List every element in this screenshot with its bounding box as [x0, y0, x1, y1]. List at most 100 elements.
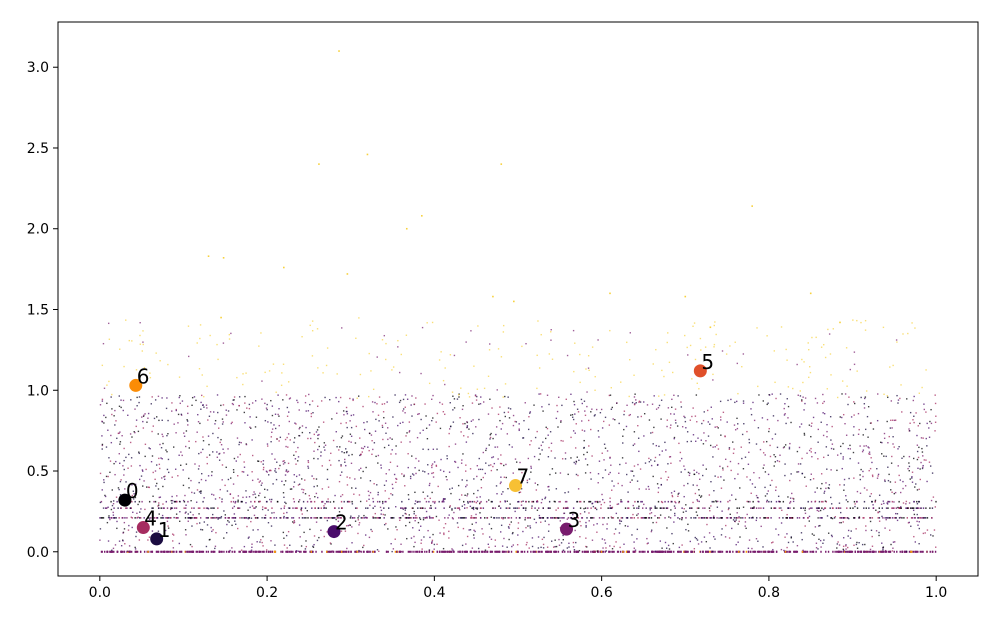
point	[285, 534, 288, 537]
point	[303, 550, 306, 553]
point	[390, 517, 392, 519]
point	[590, 411, 592, 413]
point	[463, 550, 466, 553]
point	[191, 545, 193, 548]
point	[618, 472, 620, 474]
point	[717, 550, 719, 553]
point	[326, 550, 328, 553]
point	[592, 505, 595, 508]
point	[884, 527, 886, 529]
point	[858, 541, 860, 544]
point	[171, 402, 173, 404]
point	[248, 407, 251, 410]
point	[443, 550, 445, 553]
point	[417, 507, 419, 509]
point	[233, 399, 235, 401]
point	[500, 454, 502, 456]
point	[420, 542, 422, 544]
point	[237, 499, 239, 501]
point	[809, 371, 812, 374]
point	[446, 455, 448, 457]
point	[490, 516, 493, 518]
point	[153, 517, 156, 519]
point	[174, 468, 177, 470]
point	[918, 527, 921, 530]
point	[207, 508, 210, 510]
point	[134, 517, 136, 519]
point	[790, 536, 793, 538]
point	[738, 520, 740, 523]
point	[613, 533, 616, 535]
point	[515, 517, 518, 519]
point	[560, 421, 562, 423]
point	[428, 500, 430, 503]
point	[615, 512, 618, 515]
point	[907, 522, 910, 524]
point	[431, 321, 434, 324]
point	[422, 517, 425, 519]
point	[848, 517, 850, 520]
point	[664, 517, 666, 519]
point	[762, 507, 765, 509]
point	[154, 399, 157, 401]
point	[421, 548, 423, 550]
point	[118, 395, 120, 397]
point	[594, 375, 596, 378]
point	[202, 440, 205, 442]
point	[456, 398, 459, 400]
point	[834, 516, 837, 518]
point	[470, 550, 472, 553]
point	[404, 412, 406, 414]
point	[897, 399, 900, 401]
point	[485, 462, 487, 464]
point	[928, 461, 931, 463]
point	[852, 319, 854, 321]
point	[219, 452, 221, 455]
point	[579, 520, 581, 523]
point	[261, 398, 263, 400]
point	[814, 526, 817, 528]
point	[913, 421, 915, 424]
point	[620, 517, 623, 519]
point	[397, 346, 399, 348]
point	[382, 513, 384, 516]
point	[866, 550, 868, 553]
point	[366, 550, 368, 553]
highlight-label-4: 4	[144, 507, 157, 531]
point	[474, 530, 476, 533]
point	[774, 507, 776, 509]
point	[626, 404, 628, 407]
point	[118, 405, 121, 407]
point	[666, 479, 668, 481]
point	[519, 461, 521, 464]
point	[800, 423, 803, 425]
point	[503, 537, 505, 540]
point	[360, 447, 363, 449]
point	[395, 445, 397, 447]
point	[329, 517, 331, 519]
point	[312, 546, 315, 548]
point	[538, 550, 541, 553]
point	[129, 507, 132, 509]
point	[283, 544, 286, 546]
point	[878, 534, 880, 537]
point	[592, 550, 595, 553]
point	[698, 388, 700, 390]
point	[702, 550, 704, 553]
point	[555, 509, 557, 511]
point	[466, 507, 468, 509]
point	[141, 416, 143, 418]
point	[129, 550, 131, 552]
point	[908, 462, 910, 464]
point	[822, 542, 824, 544]
point	[313, 457, 315, 460]
point	[233, 517, 235, 519]
point	[806, 550, 809, 553]
point	[525, 526, 527, 529]
point	[157, 530, 160, 532]
point	[228, 521, 230, 523]
point	[387, 438, 389, 441]
point	[561, 550, 564, 553]
point	[307, 437, 309, 440]
point	[348, 440, 350, 443]
